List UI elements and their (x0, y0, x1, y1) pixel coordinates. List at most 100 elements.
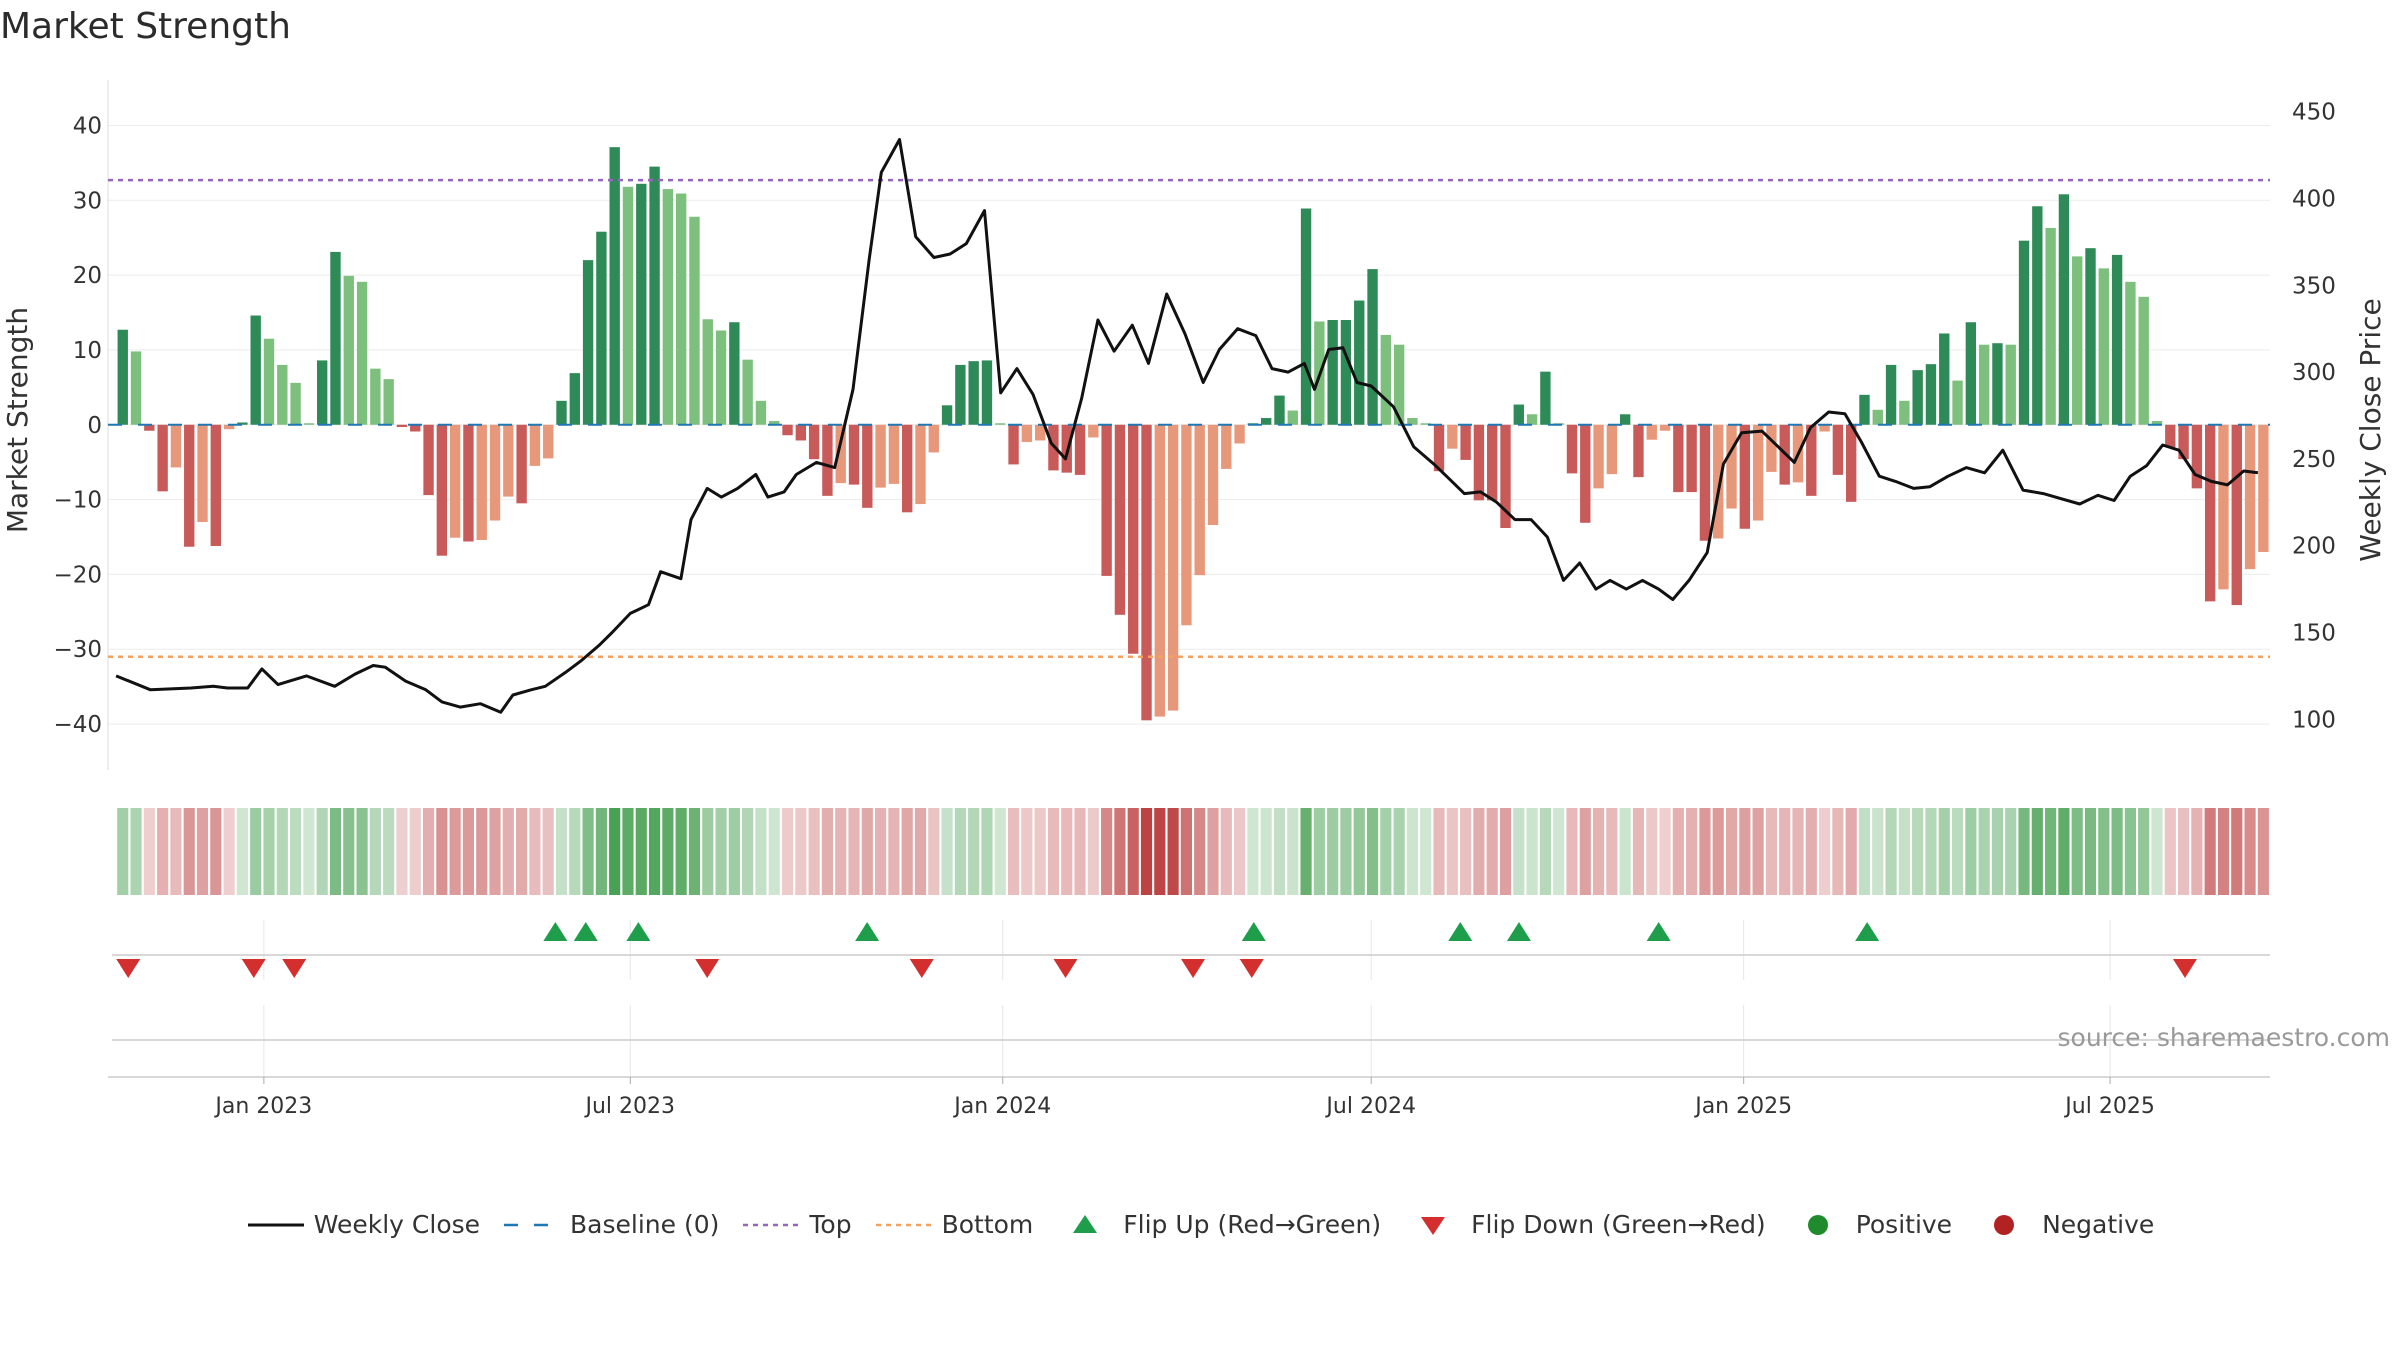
strength-bar (2165, 424, 2176, 448)
strength-bar (144, 424, 155, 431)
strength-bar (1925, 364, 1937, 425)
strength-bar (1367, 269, 1378, 425)
heat-cell (183, 808, 195, 895)
y-tick-label: 10 (73, 338, 102, 364)
y2-tick-label: 350 (2292, 273, 2336, 299)
y-axis-label: Market Strength (1, 307, 34, 533)
strength-bar (1074, 424, 1086, 475)
heat-cell (755, 808, 767, 895)
strength-bar (995, 423, 1006, 425)
legend-swatch (875, 1223, 932, 1226)
strength-bar (117, 329, 128, 425)
strength-bar (1899, 400, 1910, 425)
strength-heat-strip (117, 808, 2269, 895)
heat-cell (981, 808, 993, 895)
heat-cell (1486, 808, 1498, 895)
y-tick-label: 40 (73, 113, 102, 139)
legend: Weekly Close Baseline (0) Top Bottom Flip Up… (0, 1210, 2400, 1239)
strength-bar (1580, 424, 1591, 523)
y-tick-label: −10 (53, 488, 102, 514)
heat-cell (715, 808, 727, 895)
strength-bar (237, 422, 248, 425)
source-note: source: sharemaestro.com (2058, 1023, 2391, 1052)
heat-cell (1074, 808, 1086, 895)
weekly-close-line (115, 138, 2259, 714)
y2-tick-label: 250 (2292, 447, 2336, 473)
heat-cell (1672, 808, 1684, 895)
heat-cell (462, 808, 475, 895)
strength-bar (1274, 395, 1285, 425)
strength-bar (1181, 424, 1192, 626)
heat-cell (1938, 808, 1950, 895)
heat-cell (1699, 808, 1711, 895)
strength-bar (2125, 281, 2136, 425)
heat-cell (1779, 808, 1791, 895)
heat-cell (1114, 808, 1126, 895)
strength-bar (662, 189, 674, 425)
flip-down-marker (1181, 959, 1206, 978)
flip-up-marker (1646, 922, 1671, 941)
reference-lines (108, 178, 2270, 658)
strength-bar (476, 424, 487, 540)
heat-cell (702, 808, 714, 895)
y2-tick-label: 300 (2292, 360, 2336, 386)
heat-cell (635, 808, 647, 895)
heat-cell (1566, 808, 1578, 895)
heat-cell (1007, 808, 1020, 895)
strength-bar (1167, 424, 1179, 711)
legend-label: Weekly Close (313, 1210, 481, 1239)
strength-bar (556, 400, 567, 425)
heat-cell (290, 808, 302, 895)
strength-bar (1832, 424, 1844, 475)
heat-cell (795, 808, 807, 895)
heat-cell (143, 808, 155, 895)
heat-cell (1287, 808, 1299, 895)
heat-cell (662, 808, 674, 895)
heat-cell (369, 808, 381, 895)
heat-cell (848, 808, 860, 895)
strength-bar (2085, 248, 2096, 425)
heat-cell (1300, 808, 1312, 895)
strength-bar (1885, 364, 1897, 425)
strength-bar (1646, 424, 1657, 440)
flip-up-marker (573, 922, 598, 941)
close-line (115, 138, 2259, 714)
heat-cell (356, 808, 368, 895)
heat-cell (901, 808, 913, 895)
legend-item-positive: Positive (1788, 1210, 1952, 1239)
heat-cell (1712, 808, 1724, 895)
heat-cell (1686, 808, 1698, 895)
strength-bar (1872, 409, 1883, 425)
strength-bar (1287, 410, 1298, 425)
heat-cell (1021, 808, 1033, 895)
heat-cell (223, 808, 235, 895)
strength-bar (543, 424, 554, 459)
heat-cell (2084, 808, 2097, 895)
strength-bar (2138, 296, 2149, 425)
strength-bars (117, 147, 2269, 721)
strength-bar (436, 424, 448, 556)
flip-up-marker (626, 922, 651, 941)
heat-cell (1513, 808, 1525, 895)
strength-bar (1593, 424, 1604, 489)
legend-swatch (504, 1223, 561, 1226)
heat-cell (210, 808, 222, 895)
heat-cell (1725, 808, 1738, 895)
legend-swatch (743, 1223, 800, 1226)
heat-cell (2204, 808, 2216, 895)
heat-cell (835, 808, 847, 895)
strength-bar (1673, 424, 1684, 493)
heat-cell (861, 808, 873, 895)
strength-bar (622, 186, 634, 425)
heat-cell (1739, 808, 1751, 895)
strength-bar (1234, 424, 1245, 444)
heat-cell (2191, 808, 2203, 895)
heat-cell (383, 808, 395, 895)
strength-bar (303, 423, 315, 425)
strength-bar (822, 424, 833, 496)
y-tick-label: 30 (73, 188, 102, 214)
heat-cell (1991, 808, 2004, 895)
flip-up-marker (855, 922, 880, 941)
heat-cell (1819, 808, 1831, 895)
strength-bar (569, 373, 580, 425)
